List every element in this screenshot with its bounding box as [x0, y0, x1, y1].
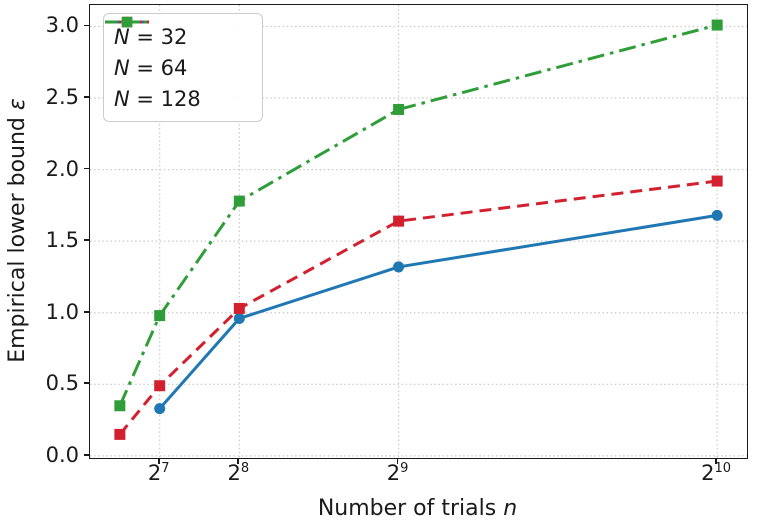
- data-point-marker: [711, 19, 723, 31]
- y-tick-label: 2.5: [45, 85, 79, 110]
- legend-line-sample: [105, 16, 149, 28]
- data-point-marker: [393, 103, 405, 115]
- legend-marker-icon: [121, 16, 133, 28]
- legend-label: N = 64: [114, 55, 188, 80]
- data-point-marker: [233, 312, 245, 324]
- legend-item-64: N = 64: [105, 16, 252, 83]
- data-point-marker: [393, 261, 405, 273]
- legend-label: N = 32: [114, 24, 188, 49]
- data-point-marker: [154, 310, 166, 322]
- series-line-32: [158, 213, 718, 410]
- y-tick-label: 0.5: [45, 371, 79, 396]
- plot-canvas: [90, 5, 747, 458]
- y-tick-label: 2.0: [45, 156, 79, 181]
- data-point-marker: [711, 209, 723, 221]
- data-point-marker: [154, 380, 166, 392]
- y-tick-mark: [84, 24, 89, 27]
- y-tick-mark: [84, 167, 89, 170]
- data-point-marker: [114, 400, 126, 412]
- series-line-64: [118, 179, 718, 436]
- data-point-marker: [233, 195, 245, 207]
- legend: N = 32 N = 64 N = 128: [103, 13, 263, 122]
- x-tick-label: 27: [147, 461, 170, 485]
- x-tick-label: 29: [386, 461, 409, 485]
- data-point-marker: [711, 175, 723, 187]
- x-tick-label: 28: [227, 461, 250, 485]
- data-point-marker: [233, 302, 245, 314]
- y-tick-label: 3.0: [45, 13, 79, 38]
- y-tick-mark: [84, 382, 89, 385]
- plot-area: N = 32 N = 64 N = 128: [89, 4, 748, 459]
- y-tick-label: 1.5: [45, 228, 79, 253]
- y-tick-mark: [84, 239, 89, 242]
- y-tick-mark: [84, 310, 89, 313]
- legend-label: N = 128: [114, 86, 201, 111]
- data-point-marker: [393, 215, 405, 227]
- x-tick-mark: [157, 459, 160, 464]
- x-tick-label: 210: [701, 461, 732, 485]
- x-tick-mark: [396, 459, 399, 464]
- data-point-marker: [114, 428, 126, 440]
- x-tick-mark: [237, 459, 240, 464]
- y-tick-mark: [84, 453, 89, 456]
- legend-item-128: N = 128: [105, 16, 252, 114]
- x-tick-mark: [715, 459, 718, 464]
- y-tick-mark: [84, 96, 89, 98]
- y-tick-label: 0.0: [45, 442, 79, 467]
- x-axis-label: Number of trials n: [317, 496, 518, 521]
- data-point-marker: [154, 403, 166, 415]
- y-tick-label: 1.0: [45, 299, 79, 324]
